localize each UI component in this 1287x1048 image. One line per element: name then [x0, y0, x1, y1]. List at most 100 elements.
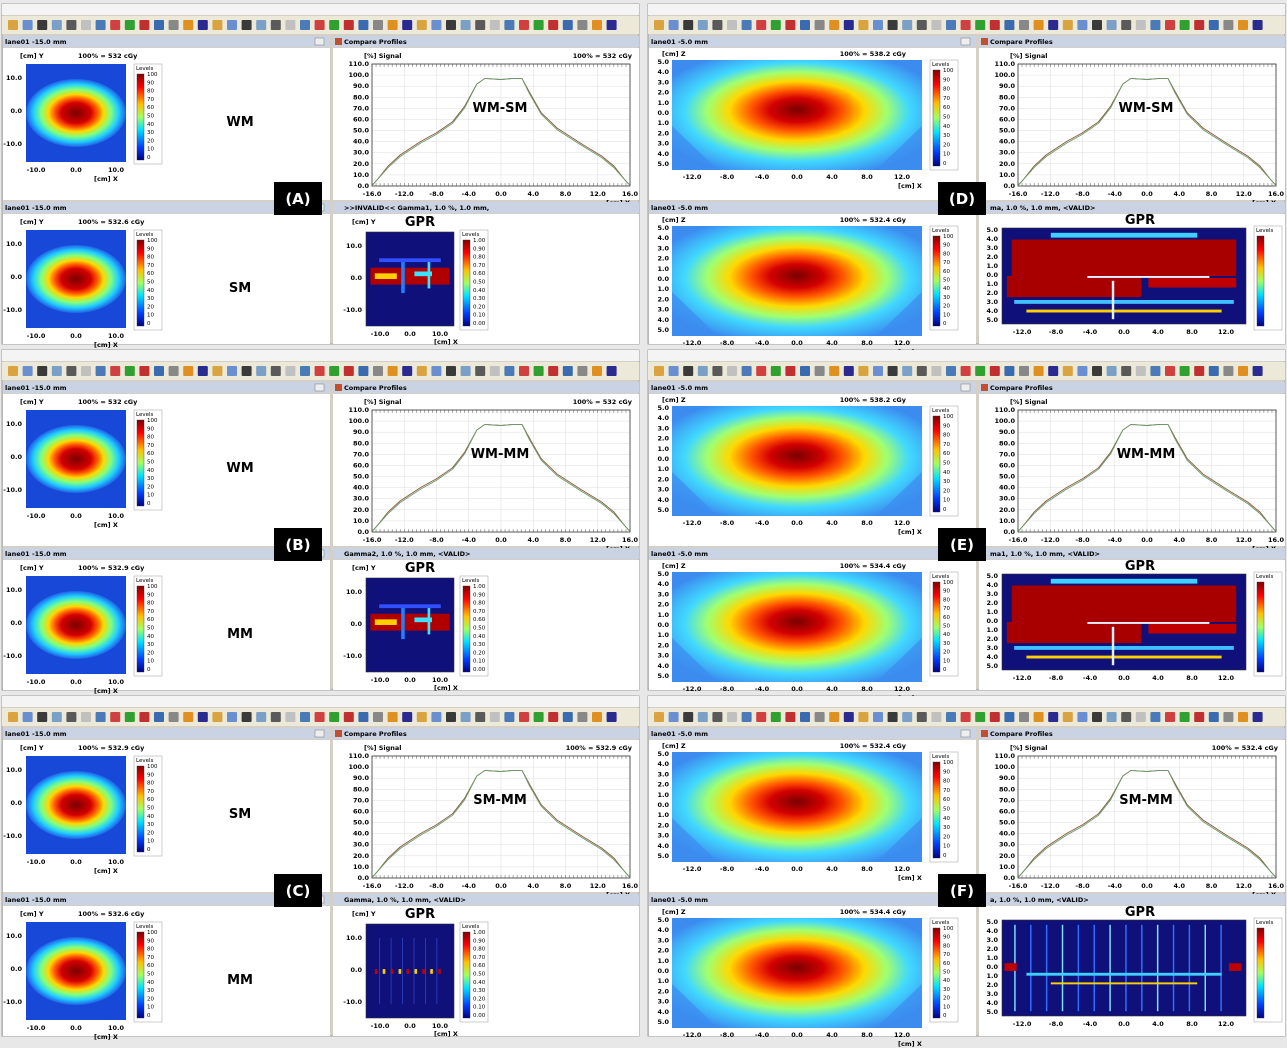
- y-tick-label: 1.0: [986, 608, 998, 616]
- toolbar-icon: [154, 20, 164, 30]
- colorbar-label: 1.00: [473, 930, 486, 936]
- colorbar-label: 60: [943, 105, 950, 111]
- x-tick-label: -4.0: [1108, 536, 1123, 544]
- norm-label: 100% = 532 cGy: [78, 398, 138, 406]
- toolbar-icon: [1048, 366, 1059, 376]
- x-tick-label: 0.0: [791, 519, 803, 527]
- colorbar-label: 100: [943, 926, 954, 932]
- y-tick-label: 90.0: [999, 428, 1016, 436]
- colorbar-title: Levels: [932, 228, 950, 234]
- pane-header: [649, 36, 976, 47]
- toolbar-icon: [212, 366, 223, 376]
- x-tick-label: 12.0: [1236, 536, 1253, 544]
- toolbar-icon: [606, 366, 617, 376]
- toolbar-icon: [358, 366, 369, 376]
- y-tick-label: 2.0: [657, 781, 669, 789]
- toolbar-icon: [592, 712, 602, 722]
- y-tick-label: 5.0: [657, 326, 669, 334]
- toolbar-icon: [1135, 366, 1146, 376]
- toolbar-icon: [858, 366, 869, 376]
- profile-curve: [1017, 77, 1277, 186]
- gamma-region: [1014, 646, 1234, 650]
- colorbar-label: 90: [147, 426, 154, 432]
- x-tick-label: 10.0: [108, 858, 125, 866]
- y-tick-label: 3.0: [657, 998, 669, 1006]
- toolbar-icon: [402, 20, 413, 30]
- toolbar-icon: [800, 20, 810, 30]
- gamma-region: [424, 938, 426, 1004]
- toolbar-icon: [946, 366, 956, 376]
- y-tick-label: 60.0: [353, 461, 370, 469]
- toolbar-icon: [387, 20, 398, 30]
- pane-icon: [314, 729, 325, 738]
- y-tick-label: 3.0: [657, 140, 669, 148]
- colorbar-title: Levels: [932, 574, 950, 580]
- colorbar-title: Levels: [932, 408, 950, 414]
- dose-map: [672, 752, 922, 862]
- y-tick-label: 100.0: [994, 71, 1015, 79]
- pane-header: [3, 202, 330, 213]
- y-tick-label: 30.0: [999, 495, 1016, 503]
- toolbar-icon: [1106, 366, 1117, 376]
- colorbar-label: 20: [147, 996, 154, 1002]
- y-tick-label: 50.0: [999, 473, 1016, 481]
- norm-label: 100% = 532.9 cGy: [78, 744, 145, 752]
- pane-header: [333, 728, 639, 739]
- y-tick-label: 10.0: [346, 588, 363, 596]
- y-tick-label: 0.0: [10, 799, 22, 807]
- x-tick-label: -8.0: [720, 519, 735, 527]
- norm-label: 100% = 532.6 cGy: [78, 218, 145, 226]
- y-tick-label: 1.0: [657, 265, 669, 273]
- colorbar-label: 90: [943, 769, 950, 775]
- pane-header: [649, 548, 976, 559]
- gamma-region: [436, 938, 438, 1004]
- y-tick-label: 0.0: [350, 274, 362, 282]
- toolbar-icon: [1252, 20, 1263, 30]
- gamma-region: [1172, 924, 1175, 1012]
- gamma-label: GPR: [405, 561, 435, 576]
- toolbar-icon: [314, 712, 325, 722]
- colorbar-label: 50: [943, 807, 950, 813]
- y-tick-label: 3.0: [986, 990, 998, 998]
- menu-bar: [2, 696, 639, 707]
- pane-header: [979, 36, 1285, 47]
- colorbar: [932, 415, 941, 513]
- toolbar-icon: [446, 20, 456, 30]
- x-tick-label: -10.0: [371, 676, 390, 684]
- colorbar-label: 1.00: [473, 584, 486, 590]
- toolbar-icon: [712, 366, 723, 376]
- y-tick-label: 1.0: [657, 465, 669, 473]
- colorbar: [932, 581, 941, 673]
- colorbar-label: 0.00: [473, 321, 486, 327]
- gamma-region: [1228, 963, 1242, 971]
- y-tick-label: 110.0: [348, 60, 369, 68]
- pane-icon: [960, 383, 971, 392]
- colorbar-label: 30: [147, 130, 154, 136]
- pane-header: [649, 728, 976, 739]
- toolbar-icon: [387, 366, 398, 376]
- x-tick-label: -4.0: [1083, 1020, 1098, 1028]
- toolbar-icon: [1194, 366, 1205, 376]
- y-tick-label: 100.0: [994, 417, 1015, 425]
- y-tick-label: -10.0: [3, 306, 22, 314]
- toolbar-icon: [829, 366, 840, 376]
- gamma-label: GPR: [1125, 213, 1155, 228]
- y-tick-label: 10.0: [6, 74, 23, 82]
- toolbar-icon: [814, 366, 825, 376]
- y-tick-label: 0.0: [986, 963, 998, 971]
- colorbar: [136, 931, 145, 1019]
- toolbar-icon: [66, 366, 77, 376]
- y-tick-label: 10.0: [6, 586, 23, 594]
- y-tick-label: 4.0: [657, 842, 669, 850]
- toolbar-icon: [548, 20, 559, 30]
- y-tick-label: 20.0: [999, 852, 1016, 860]
- toolbar-icon: [785, 712, 796, 722]
- colorbar-label: 30: [147, 822, 154, 828]
- gamma-region: [401, 260, 405, 294]
- y-tick-label: 3.0: [657, 832, 669, 840]
- toolbar-icon: [489, 366, 500, 376]
- x-tick-label: -12.0: [683, 173, 702, 181]
- x-tick-label: -8.0: [1049, 674, 1064, 682]
- colorbar-label: 20: [147, 484, 154, 490]
- colorbar-label: 0: [943, 161, 947, 167]
